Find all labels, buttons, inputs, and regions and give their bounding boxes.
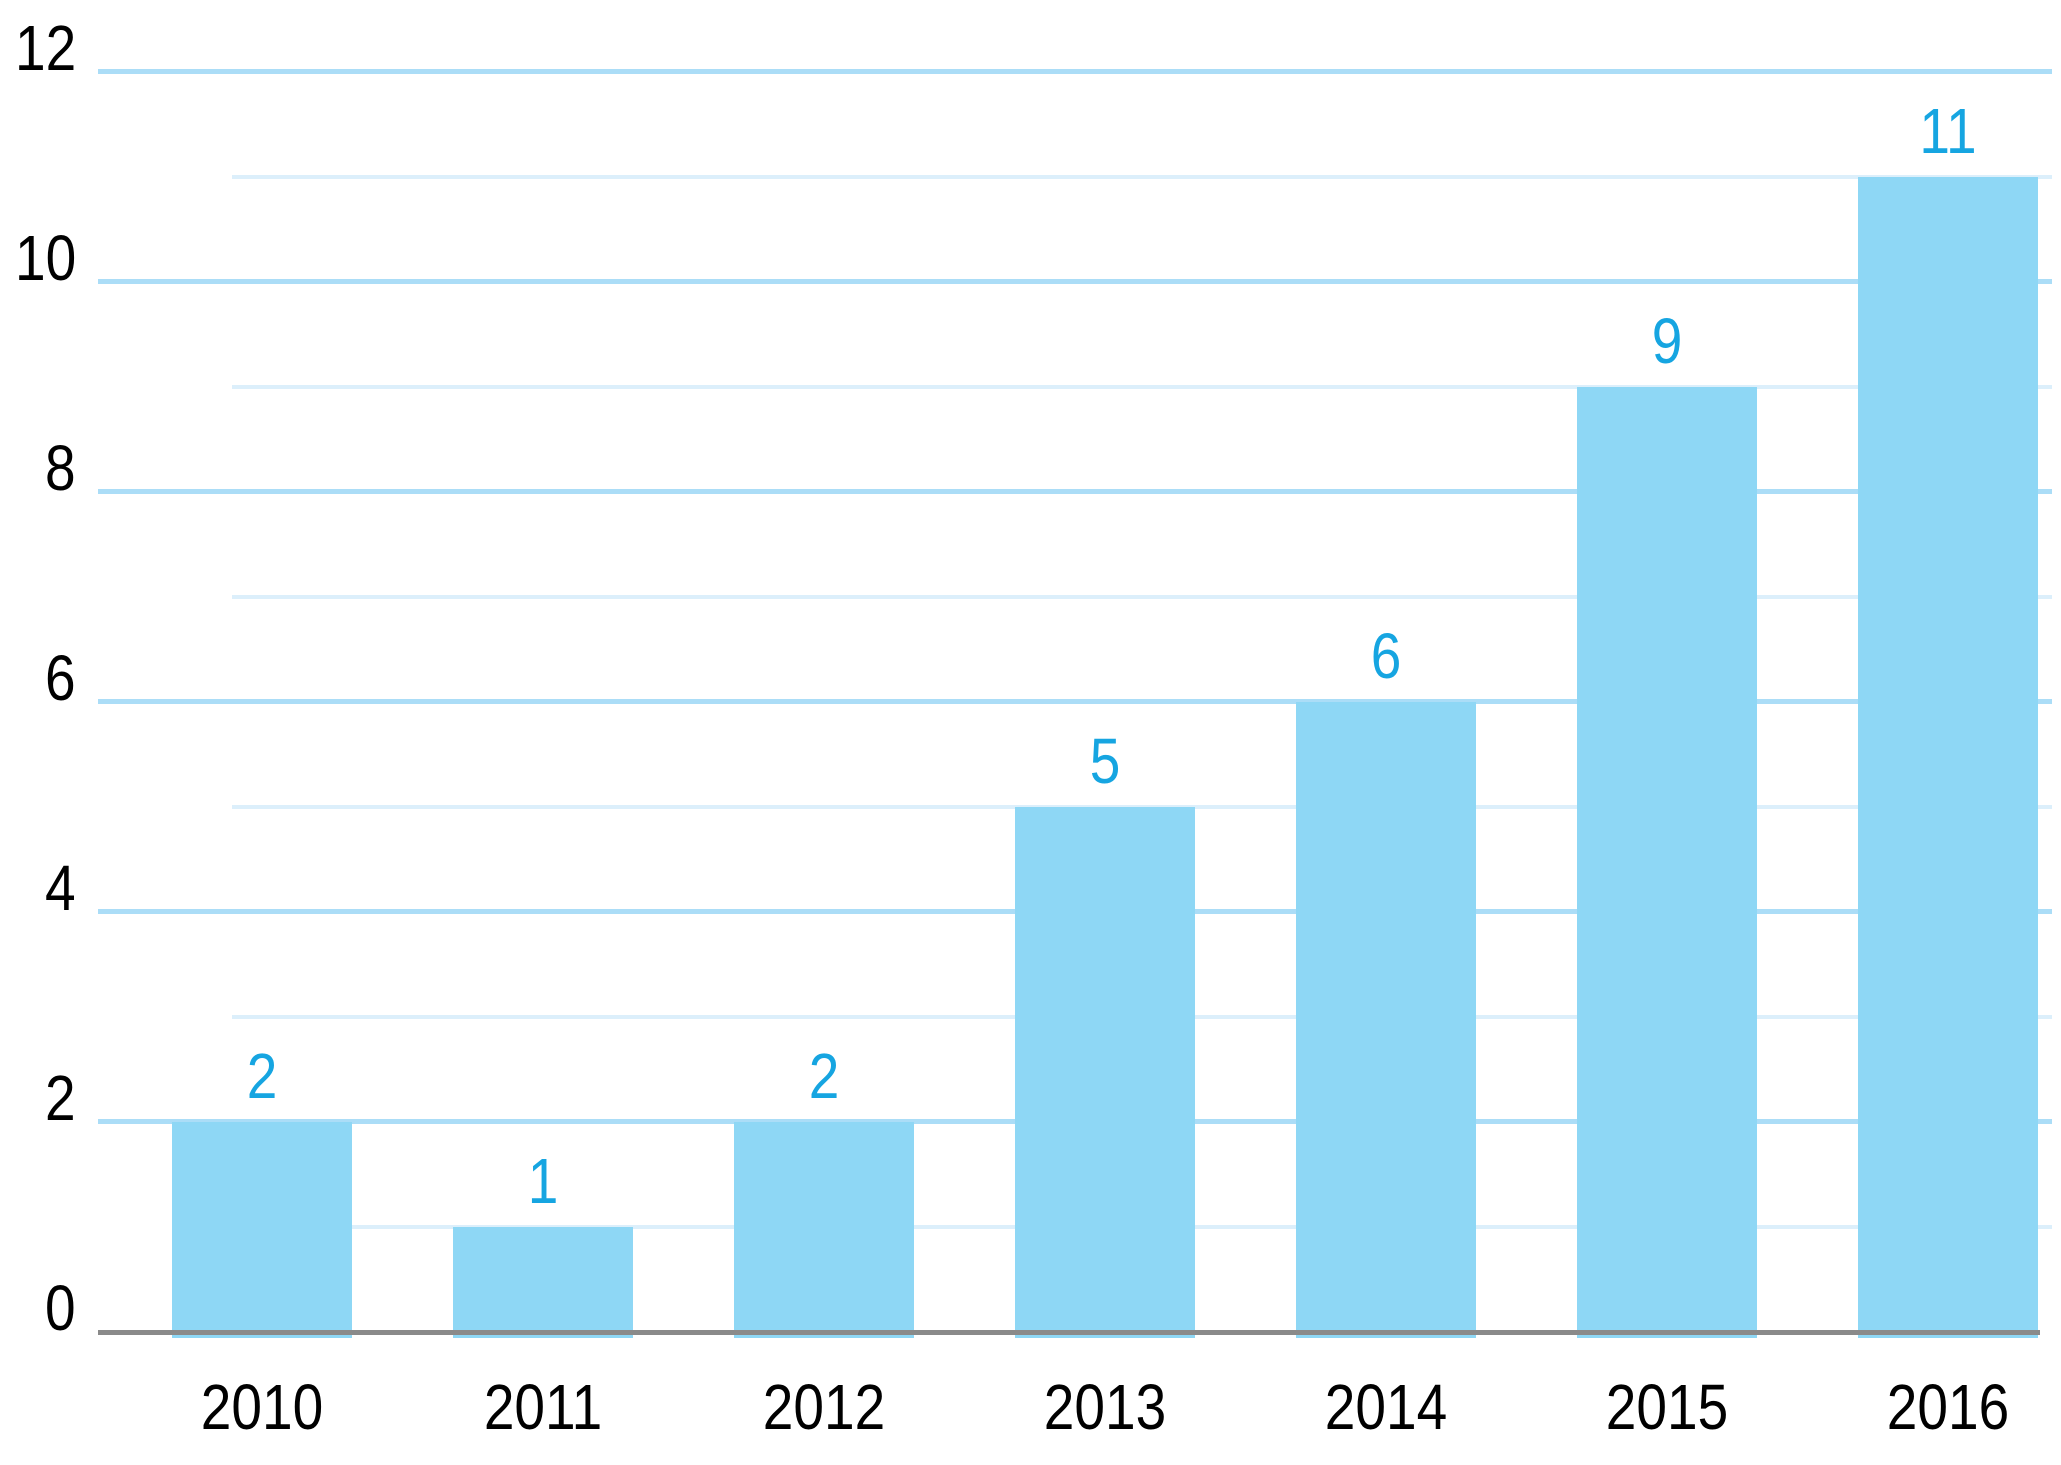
y-tick-label: 8	[45, 432, 76, 504]
gridline-major	[98, 699, 2052, 704]
y-tick-label: 0	[45, 1272, 76, 1344]
x-tick-label: 2014	[1324, 1371, 1448, 1443]
bar-2015	[1577, 387, 1757, 1338]
gridline-major	[98, 69, 2052, 74]
bar-value-label: 1	[527, 1145, 559, 1217]
x-tick-label: 2015	[1605, 1371, 1729, 1443]
x-tick-label: 2016	[1886, 1371, 2010, 1443]
gridline-minor	[232, 385, 2052, 389]
bar-2010	[172, 1122, 352, 1338]
gridline-minor	[232, 595, 2052, 599]
y-tick-label: 2	[45, 1062, 76, 1134]
x-tick-label: 2010	[200, 1371, 324, 1443]
bar-2016	[1858, 177, 2038, 1338]
bar-value-label: 2	[808, 1040, 840, 1112]
x-tick-label: 2011	[483, 1371, 603, 1443]
x-axis-line	[98, 1330, 2040, 1335]
bar-value-label: 6	[1370, 620, 1402, 692]
y-tick-label: 10	[14, 222, 76, 294]
gridline-major	[98, 279, 2052, 284]
bar-value-label: 11	[1919, 95, 1977, 167]
bar-value-label: 2	[246, 1040, 278, 1112]
bar-2014	[1296, 702, 1476, 1338]
bar-value-label: 5	[1089, 725, 1121, 797]
y-tick-label: 12	[14, 12, 76, 84]
y-tick-label: 4	[45, 852, 76, 924]
bar-2013	[1015, 807, 1195, 1338]
gridline-major	[98, 489, 2052, 494]
bar-value-label: 9	[1651, 305, 1683, 377]
gridline-minor	[232, 175, 2052, 179]
bar-2011	[453, 1227, 633, 1338]
y-tick-label: 6	[45, 642, 76, 714]
bar-2012	[734, 1122, 914, 1338]
x-tick-label: 2013	[1043, 1371, 1167, 1443]
x-tick-label: 2012	[762, 1371, 886, 1443]
